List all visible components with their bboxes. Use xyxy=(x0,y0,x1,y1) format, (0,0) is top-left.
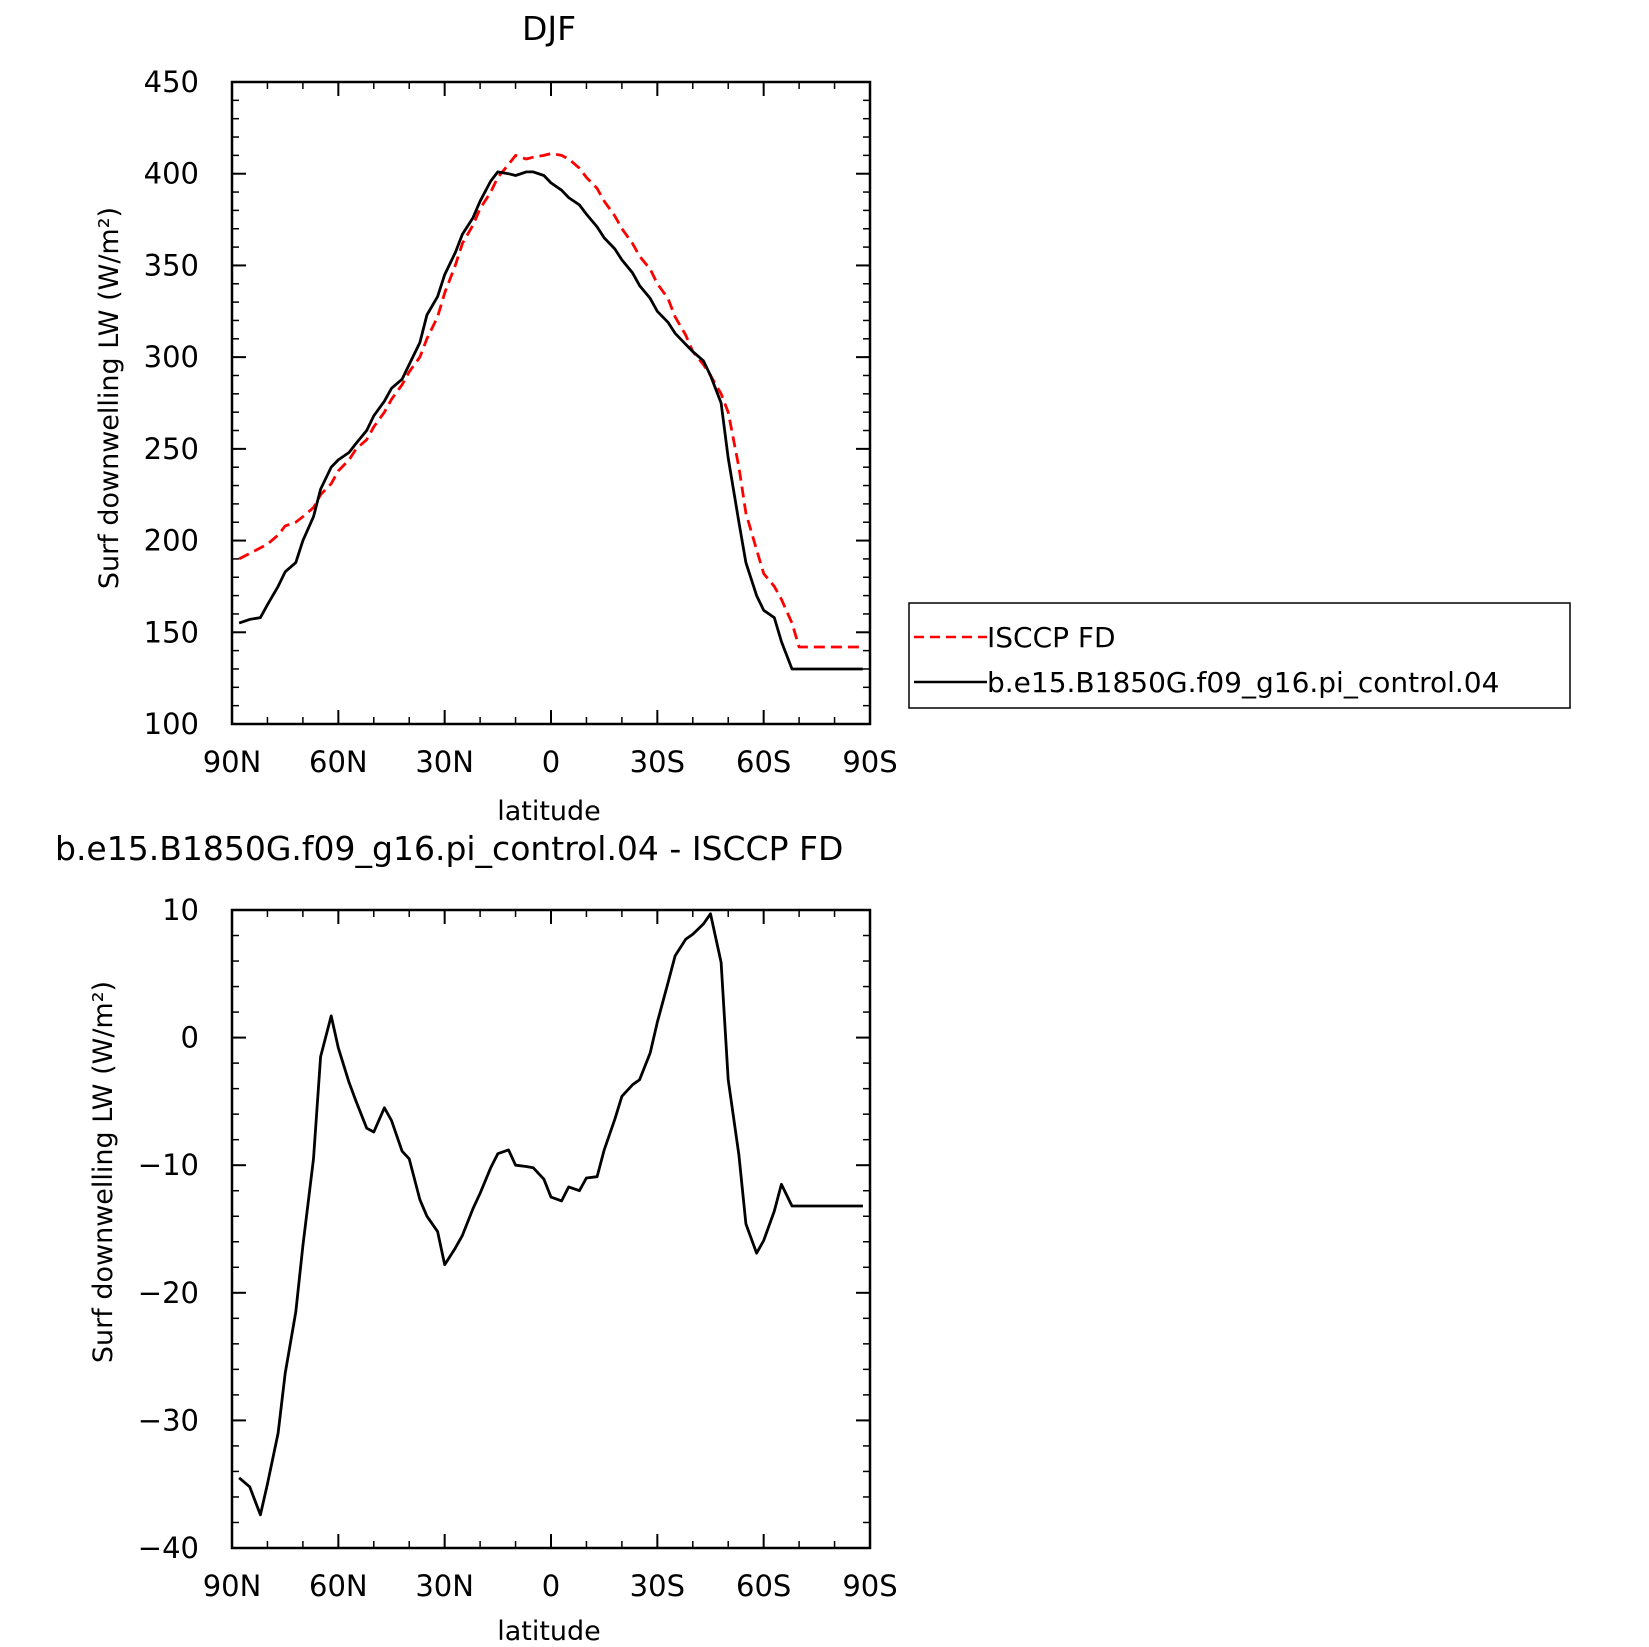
x-tick-label: 30S xyxy=(630,1569,685,1603)
y-axis-label: Surf downwelling LW (W/m²) xyxy=(94,207,125,589)
x-axis-label: latitude xyxy=(497,1616,601,1647)
chart-title: b.e15.B1850G.f09_g16.pi_control.04 - ISC… xyxy=(55,829,843,868)
y-tick-label: 250 xyxy=(144,432,199,466)
x-tick-label: 90S xyxy=(842,745,897,779)
x-tick-label: 30S xyxy=(630,745,685,779)
plot-frame xyxy=(230,80,872,726)
y-tick-label: 200 xyxy=(144,524,199,558)
y-tick-label: 450 xyxy=(144,65,199,99)
x-tick-label: 30N xyxy=(415,745,474,779)
x-tick-label: 90S xyxy=(842,1569,897,1603)
legend: ISCCP FD b.e15.B1850G.f09_g16.pi_control… xyxy=(908,602,1571,709)
x-tick-label: 90N xyxy=(203,1569,262,1603)
chart-difference: b.e15.B1850G.f09_g16.pi_control.04 - ISC… xyxy=(55,829,898,1647)
series-line-1 xyxy=(238,170,863,671)
y-tick-label: −30 xyxy=(138,1403,199,1437)
x-tick-label: 30N xyxy=(415,1569,474,1603)
plot-area xyxy=(230,908,872,1550)
y-tick-label: 300 xyxy=(144,340,199,374)
chart-djf: DJF 90N 60N 30N 0 30S 60S 90S 100 150 200 250 300 35… xyxy=(94,9,1571,827)
legend-label-model: b.e15.B1850G.f09_g16.pi_control.04 xyxy=(987,666,1499,699)
series-line-0 xyxy=(238,912,863,1517)
legend-label-isccp: ISCCP FD xyxy=(987,621,1116,654)
x-tick-label: 90N xyxy=(203,745,262,779)
series-line-0 xyxy=(238,152,863,649)
x-tick-label: 60N xyxy=(309,745,368,779)
y-tick-label: −20 xyxy=(138,1276,199,1310)
series-group xyxy=(238,152,863,671)
y-tick-label: 400 xyxy=(144,157,199,191)
x-tick-label: 0 xyxy=(542,1569,560,1603)
chart-title: DJF xyxy=(522,9,576,48)
y-tick-label: 100 xyxy=(144,707,199,741)
x-tick-label: 60N xyxy=(309,1569,368,1603)
axis-ticks: 90N 60N 30N 0 30S 60S 90S 100 150 200 250 300 350 400… xyxy=(144,65,898,779)
x-tick-label: 0 xyxy=(542,745,560,779)
plot-frame xyxy=(230,908,872,1550)
x-tick-label: 60S xyxy=(736,745,791,779)
series-group xyxy=(238,912,863,1517)
x-axis-label: latitude xyxy=(497,796,601,827)
plot-area xyxy=(230,80,872,726)
y-tick-label: 0 xyxy=(181,1021,199,1055)
y-tick-label: −10 xyxy=(138,1148,199,1182)
x-tick-label: 60S xyxy=(736,1569,791,1603)
axis-ticks: 90N 60N 30N 0 30S 60S 90S −40 −30 −20 −10 0 10 xyxy=(138,893,898,1603)
y-tick-label: 150 xyxy=(144,615,199,649)
y-tick-label: 350 xyxy=(144,248,199,282)
y-tick-label: 10 xyxy=(162,893,199,927)
y-axis-label: Surf downwelling LW (W/m²) xyxy=(88,981,119,1363)
y-tick-label: −40 xyxy=(138,1531,199,1565)
legend-box xyxy=(908,602,1571,709)
